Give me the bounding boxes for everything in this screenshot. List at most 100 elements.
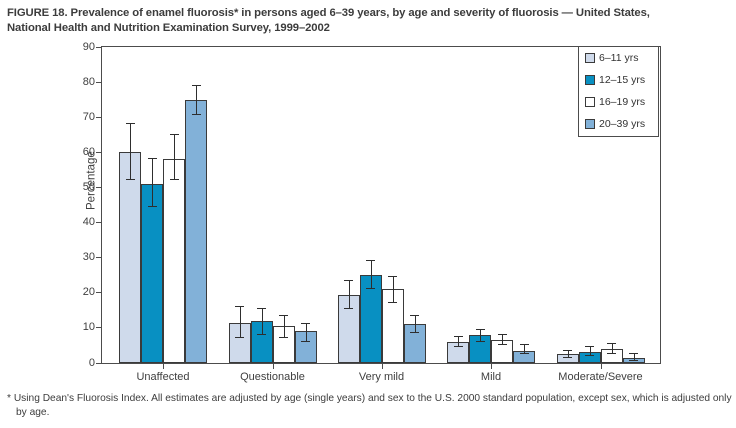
legend-box: 6–11 yrs 12–15 yrs 16–19 yrs 20–39 yrs [578, 46, 659, 137]
error-bar-cap [301, 340, 310, 342]
error-bar [502, 334, 503, 346]
error-bar-cap [388, 275, 397, 277]
error-bar-cap [519, 353, 529, 355]
error-bar [633, 354, 635, 362]
legend-label: 12–15 yrs [599, 74, 646, 86]
error-bar-cap [453, 335, 463, 337]
y-axis-tick-label: 30 [82, 251, 95, 264]
error-bar-cap [344, 307, 353, 309]
y-axis-tick-label: 50 [82, 180, 95, 193]
bar [163, 159, 185, 363]
error-bar [611, 343, 613, 355]
legend-item: 6–11 yrs [579, 47, 658, 69]
error-bar [458, 336, 459, 348]
error-bar [348, 280, 350, 309]
y-axis-tick [96, 257, 101, 259]
error-bar-cap [235, 337, 244, 339]
y-axis-tick [96, 362, 101, 364]
error-bar-cap [410, 332, 419, 334]
error-bar-cap [169, 179, 179, 181]
error-bar-cap [585, 346, 594, 348]
error-bar [480, 329, 481, 342]
y-axis-tick [96, 186, 101, 188]
x-axis-tick [600, 364, 602, 369]
error-bar [567, 350, 569, 358]
y-axis-tick-label: 70 [82, 110, 95, 123]
y-axis-tick [96, 116, 101, 118]
x-axis-tick [491, 364, 492, 369]
x-axis-tick [272, 364, 274, 369]
figure-title-line-2: National Health and Nutrition Examinatio… [7, 21, 330, 34]
error-bar-cap [257, 307, 266, 309]
x-axis-category-label: Mild [480, 371, 502, 383]
error-bar [305, 324, 307, 342]
error-bar [283, 315, 285, 339]
error-bar-cap [475, 328, 485, 330]
legend-item: 16–19 yrs [579, 91, 658, 113]
legend-item: 12–15 yrs [579, 69, 658, 91]
error-bar-cap [585, 354, 594, 356]
error-bar-cap [147, 158, 157, 160]
y-axis-tick-label: 10 [82, 321, 95, 334]
error-bar [239, 306, 241, 339]
y-axis-tick-label: 90 [82, 40, 95, 53]
error-bar [392, 276, 394, 304]
y-axis-tick [96, 81, 101, 83]
error-bar-cap [279, 314, 288, 316]
error-bar-cap [279, 337, 288, 339]
x-axis-category-label: Very mild [358, 371, 405, 383]
x-axis-category-label: Moderate/Severe [558, 371, 643, 383]
legend-swatch [585, 119, 595, 129]
error-bar-cap [629, 360, 638, 362]
error-bar-cap [235, 305, 244, 307]
legend-swatch [585, 53, 595, 63]
y-axis-tick-label: 40 [82, 216, 95, 229]
y-axis-tick-label: 20 [82, 286, 95, 299]
error-bar [414, 315, 416, 334]
error-bar-cap [607, 342, 616, 344]
error-bar-cap [563, 356, 572, 358]
error-bar-cap [497, 344, 507, 346]
error-bar-cap [191, 84, 201, 86]
error-bar-cap [607, 353, 616, 355]
error-bar-cap [191, 114, 201, 116]
error-bar [261, 308, 263, 335]
error-bar-cap [366, 260, 375, 262]
y-axis-tick [96, 327, 101, 329]
figure-title: FIGURE 18. Prevalence of enamel fluorosi… [7, 6, 733, 35]
plot-area: 0 10 20 30 40 50 60 70 80 90 Unaffected Questionabl… [83, 41, 661, 383]
error-bar-cap [125, 179, 135, 181]
error-bar [174, 134, 175, 181]
error-bar-cap [453, 346, 463, 348]
error-bar [152, 159, 153, 207]
error-bar [589, 347, 591, 356]
y-axis-tick-label: 0 [88, 356, 95, 369]
error-bar [524, 345, 525, 355]
legend-item: 20–39 yrs [579, 113, 658, 135]
legend-label: 16–19 yrs [599, 96, 646, 108]
y-axis-tick-label: 80 [82, 75, 95, 88]
footnote: * Using Dean's Fluorosis Index. All esti… [7, 392, 736, 420]
error-bar-cap [301, 323, 310, 325]
y-axis-tick [96, 46, 101, 48]
figure-title-line-1: FIGURE 18. Prevalence of enamel fluorosi… [7, 7, 650, 19]
x-axis-category-label: Unaffected [136, 371, 190, 383]
error-bar-cap [169, 133, 179, 135]
error-bar-cap [388, 302, 397, 304]
error-bar-cap [563, 349, 572, 351]
error-bar-cap [366, 288, 375, 290]
legend-label: 6–11 yrs [599, 52, 639, 64]
footnote-text: Using Dean's Fluorosis Index. All estima… [13, 393, 732, 418]
y-axis-tick-label: 60 [82, 145, 95, 158]
error-bar-cap [257, 333, 266, 335]
legend-swatch [585, 75, 595, 85]
legend-swatch [585, 97, 595, 107]
error-bar-cap [497, 333, 507, 335]
x-axis-category-label: Questionable [240, 371, 305, 383]
error-bar [130, 124, 131, 181]
y-axis-tick [96, 222, 101, 224]
bar [119, 152, 141, 363]
bar [141, 183, 163, 363]
error-bar-cap [344, 279, 353, 281]
